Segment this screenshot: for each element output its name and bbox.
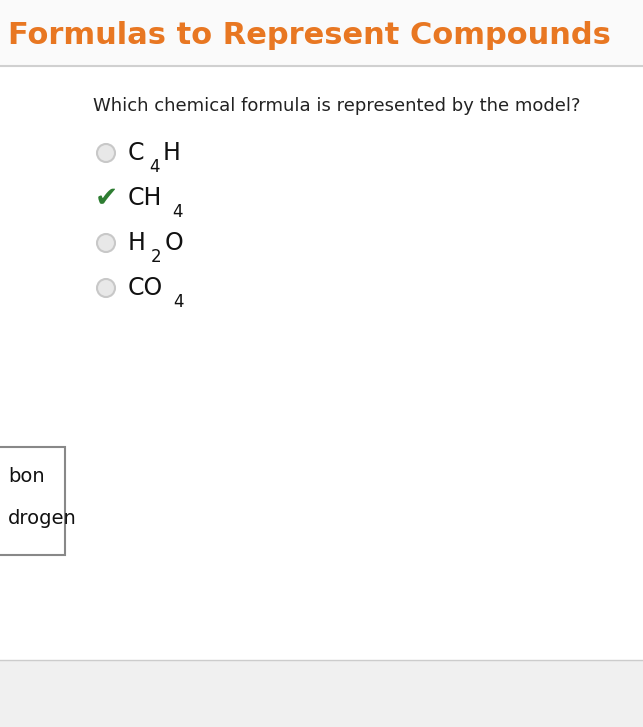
Text: H: H <box>163 141 181 165</box>
Text: Formulas to Represent Compounds: Formulas to Represent Compounds <box>8 20 611 49</box>
Text: CO: CO <box>128 276 163 300</box>
Text: C: C <box>128 141 145 165</box>
Text: 2: 2 <box>151 248 161 266</box>
Text: bon: bon <box>8 467 44 486</box>
Text: CH: CH <box>128 186 163 210</box>
Circle shape <box>97 144 115 162</box>
Circle shape <box>97 234 115 252</box>
Text: O: O <box>165 231 183 255</box>
Text: drogen: drogen <box>8 510 77 529</box>
FancyBboxPatch shape <box>0 0 643 66</box>
Text: Which chemical formula is represented by the model?: Which chemical formula is represented by… <box>93 97 581 115</box>
Text: H: H <box>128 231 146 255</box>
Text: 4: 4 <box>172 203 183 221</box>
FancyBboxPatch shape <box>0 660 643 727</box>
Text: ✔: ✔ <box>95 184 118 212</box>
FancyBboxPatch shape <box>0 447 65 555</box>
Text: 4: 4 <box>174 293 184 311</box>
Circle shape <box>97 279 115 297</box>
Text: 4: 4 <box>149 158 160 176</box>
